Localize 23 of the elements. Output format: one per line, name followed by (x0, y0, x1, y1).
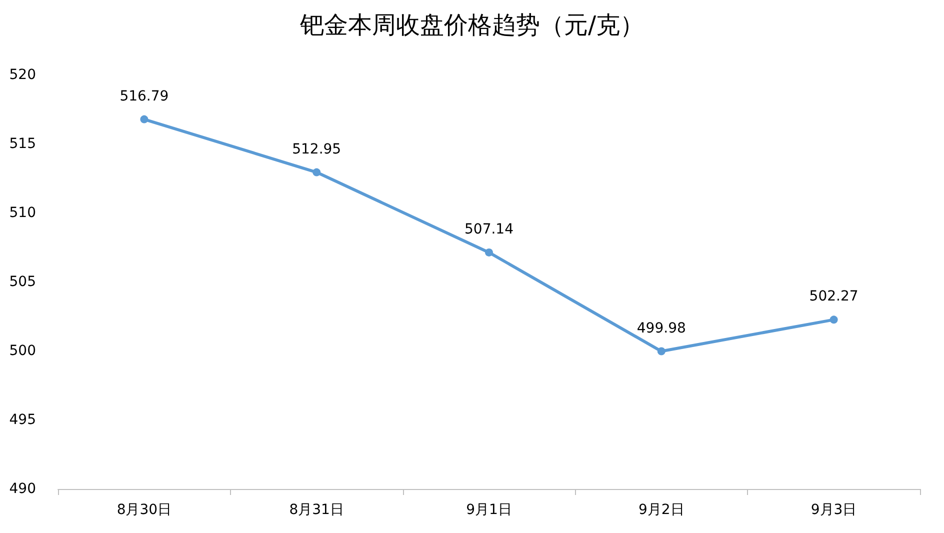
x-tick-label: 8月30日 (116, 502, 172, 518)
point (657, 347, 666, 356)
data-label: 499.98 (636, 320, 686, 336)
y-tick-label: 490 (9, 481, 36, 497)
x-tick-label: 9月2日 (638, 502, 684, 518)
y-tick-label: 495 (9, 412, 36, 428)
data-label: 512.95 (292, 141, 342, 158)
point (312, 168, 321, 176)
chart-title: 钯金本周收盘价格趋势（元/克） (298, 11, 644, 39)
y-tick-label: 505 (9, 274, 36, 290)
data-label: 516.79 (120, 88, 169, 104)
point (830, 316, 838, 324)
y-tick-label: 500 (9, 343, 36, 359)
data-label: 502.27 (809, 288, 858, 305)
point (485, 248, 493, 256)
x-tick-label: 8月31日 (289, 502, 344, 518)
x-tick-label: 9月1日 (466, 502, 512, 518)
y-tick-label: 520 (9, 67, 36, 83)
x-tick-label: 9月3日 (810, 502, 857, 518)
point (140, 115, 148, 124)
data-label: 507.14 (464, 221, 514, 238)
y-tick-label: 515 (9, 136, 36, 152)
y-tick-label: 510 (9, 205, 36, 221)
